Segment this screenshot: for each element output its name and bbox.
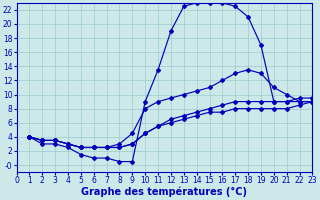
X-axis label: Graphe des températures (°C): Graphe des températures (°C) xyxy=(82,187,247,197)
